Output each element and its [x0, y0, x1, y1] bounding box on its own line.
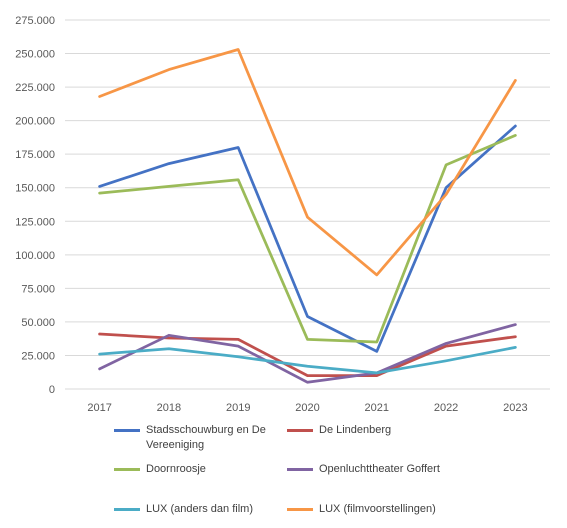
series-line-5 [98, 48, 517, 277]
y-axis-ticks: 0 25.000 50.000 75.000 100.000 125.000 150.000… [15, 15, 55, 396]
y-tick-label: 100.000 [15, 250, 55, 262]
y-tick-label: 150.000 [15, 183, 55, 195]
y-tick-label: 200.000 [15, 116, 55, 128]
series-line-3 [98, 323, 517, 384]
series-line-0 [98, 124, 517, 353]
series-line-1 [98, 332, 517, 377]
x-tick-label: 2023 [503, 402, 527, 414]
x-tick-label: 2017 [87, 402, 111, 414]
series-line-4 [98, 346, 517, 375]
y-tick-label: 50.000 [21, 317, 55, 329]
y-tick-label: 175.000 [15, 149, 55, 161]
x-tick-label: 2021 [365, 402, 389, 414]
x-tick-label: 2019 [226, 402, 250, 414]
y-tick-label: 75.000 [21, 283, 55, 295]
y-tick-label: 225.000 [15, 82, 55, 94]
y-tick-label: 0 [49, 384, 55, 396]
gridlines [65, 19, 550, 390]
y-tick-label: 125.000 [15, 216, 55, 228]
x-tick-label: 2020 [295, 402, 319, 414]
series-line-2 [98, 134, 517, 344]
y-tick-label: 275.000 [15, 15, 55, 27]
y-tick-label: 25.000 [21, 350, 55, 362]
series-lines [98, 48, 517, 384]
y-tick-label: 250.000 [15, 49, 55, 61]
x-tick-label: 2022 [434, 402, 458, 414]
x-tick-label: 2018 [157, 402, 181, 414]
x-axis-ticks: 2017 2018 2019 2020 2021 2022 2023 [87, 402, 527, 414]
